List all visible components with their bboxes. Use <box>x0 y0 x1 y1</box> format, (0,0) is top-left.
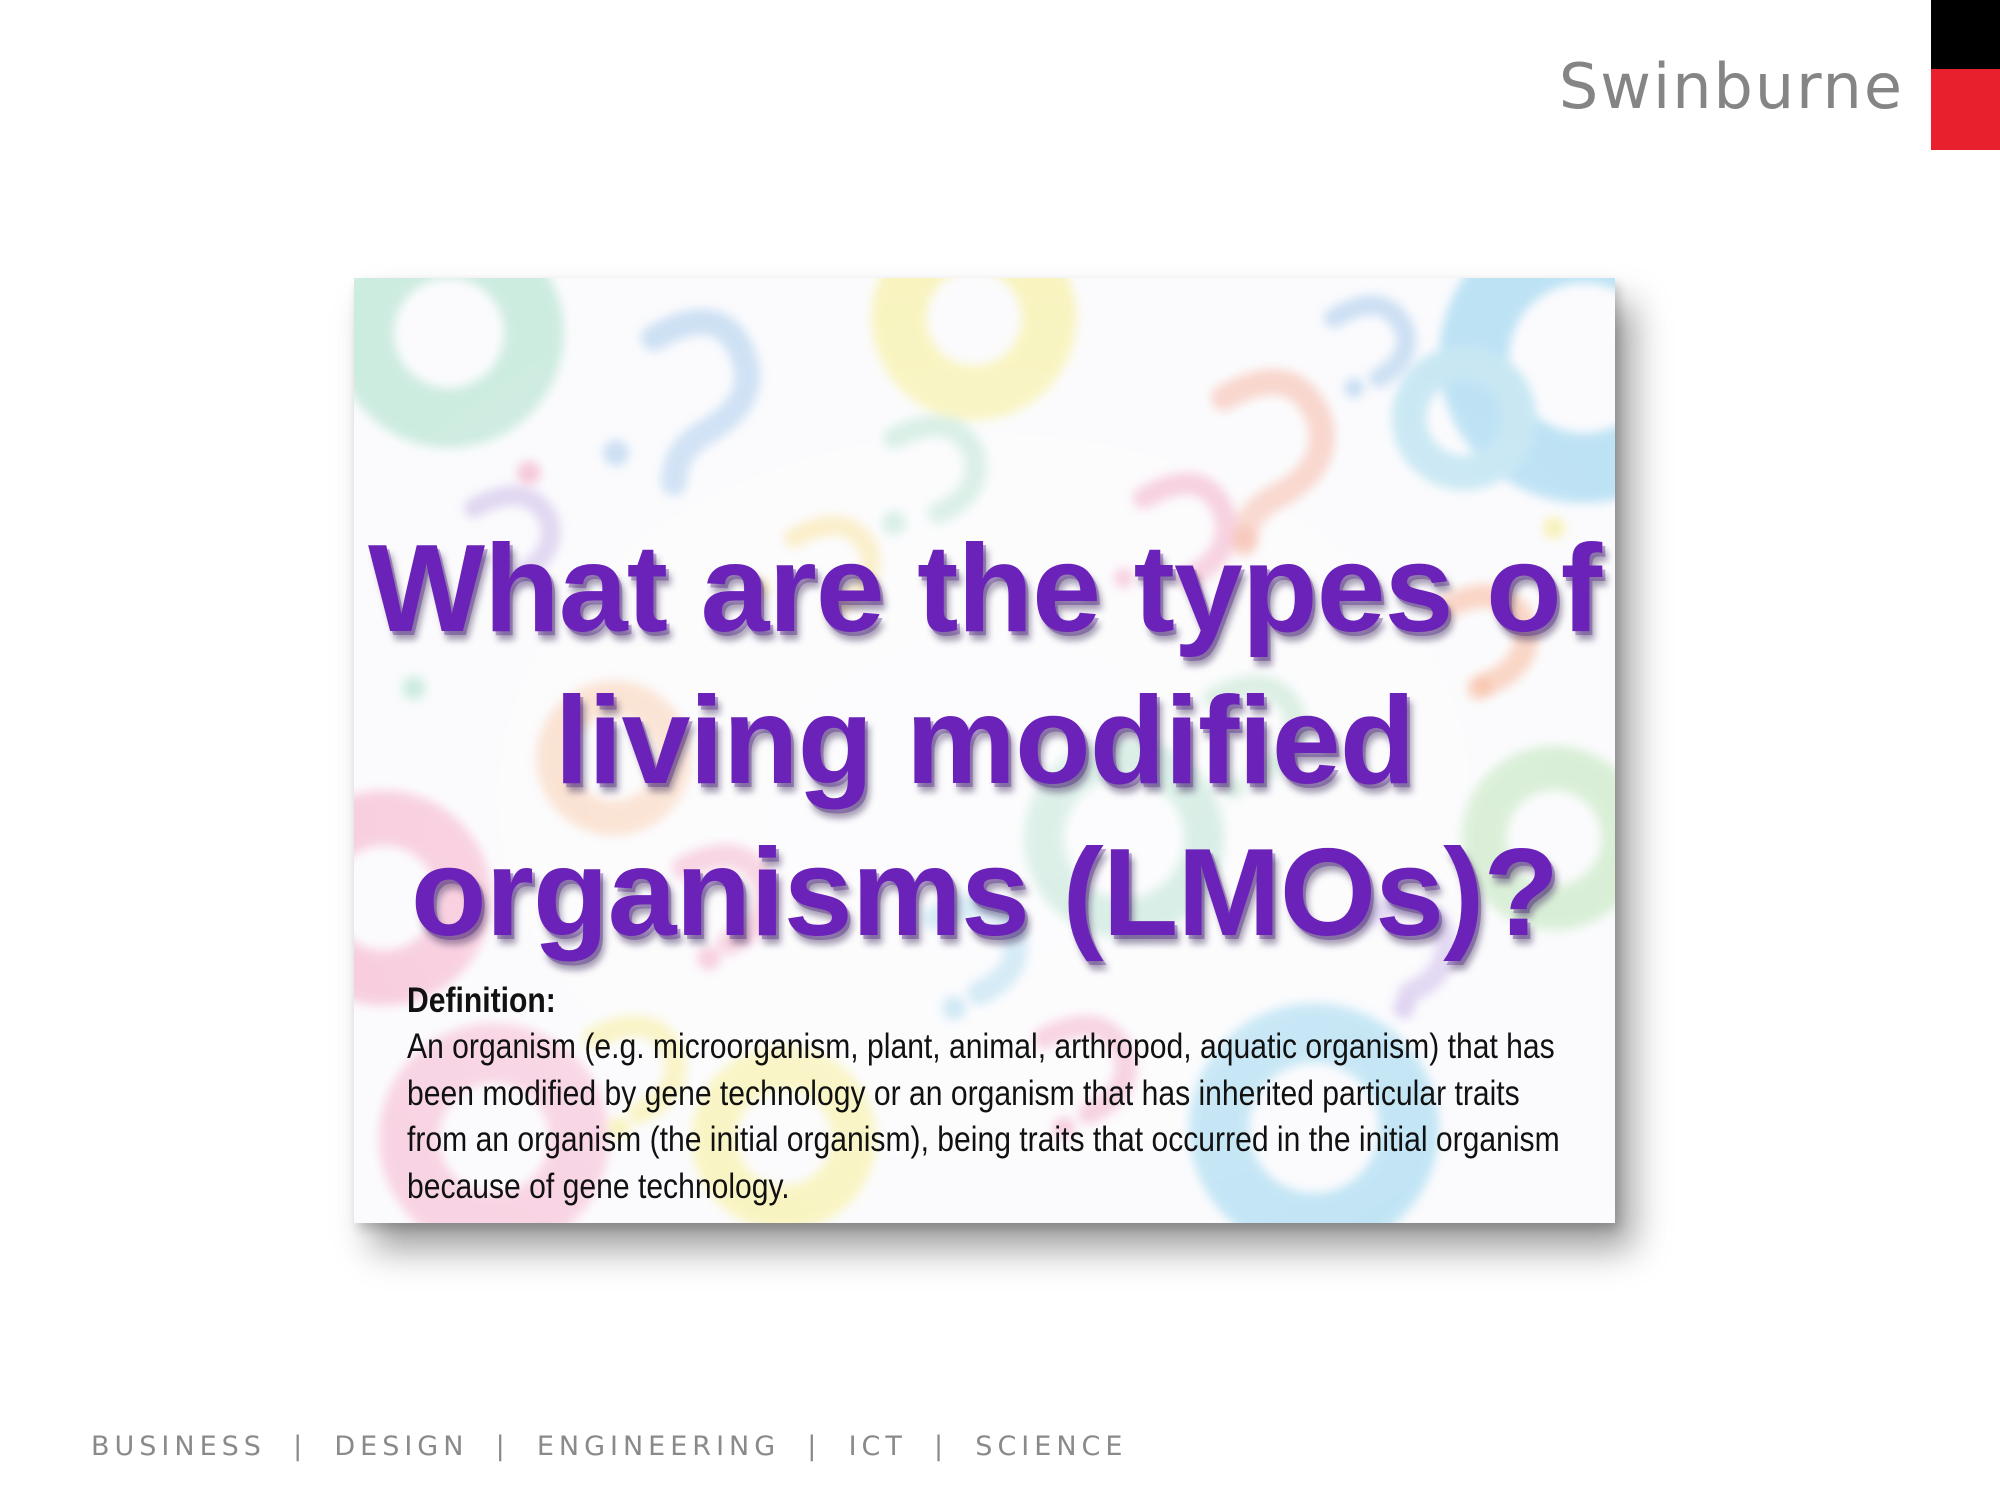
question-mark-pattern <box>354 278 1615 1223</box>
footer-faculties: BUSINESS | DESIGN | ENGINEERING | ICT | … <box>91 1431 1128 1462</box>
swinburne-wordmark: Swinburne <box>1558 50 1904 123</box>
brand-block-red <box>1931 69 2000 150</box>
definition-text: An organism (e.g. microorganism, plant, … <box>407 1027 1560 1206</box>
card-title: What are the types of living modified or… <box>368 520 1602 962</box>
definition-label: Definition: <box>407 981 556 1020</box>
definition-block: Definition: An organism (e.g. microorgan… <box>407 978 1587 1210</box>
lmo-card-image: What are the types of living modified or… <box>354 278 1615 1223</box>
brand-block-black <box>1931 0 2000 69</box>
